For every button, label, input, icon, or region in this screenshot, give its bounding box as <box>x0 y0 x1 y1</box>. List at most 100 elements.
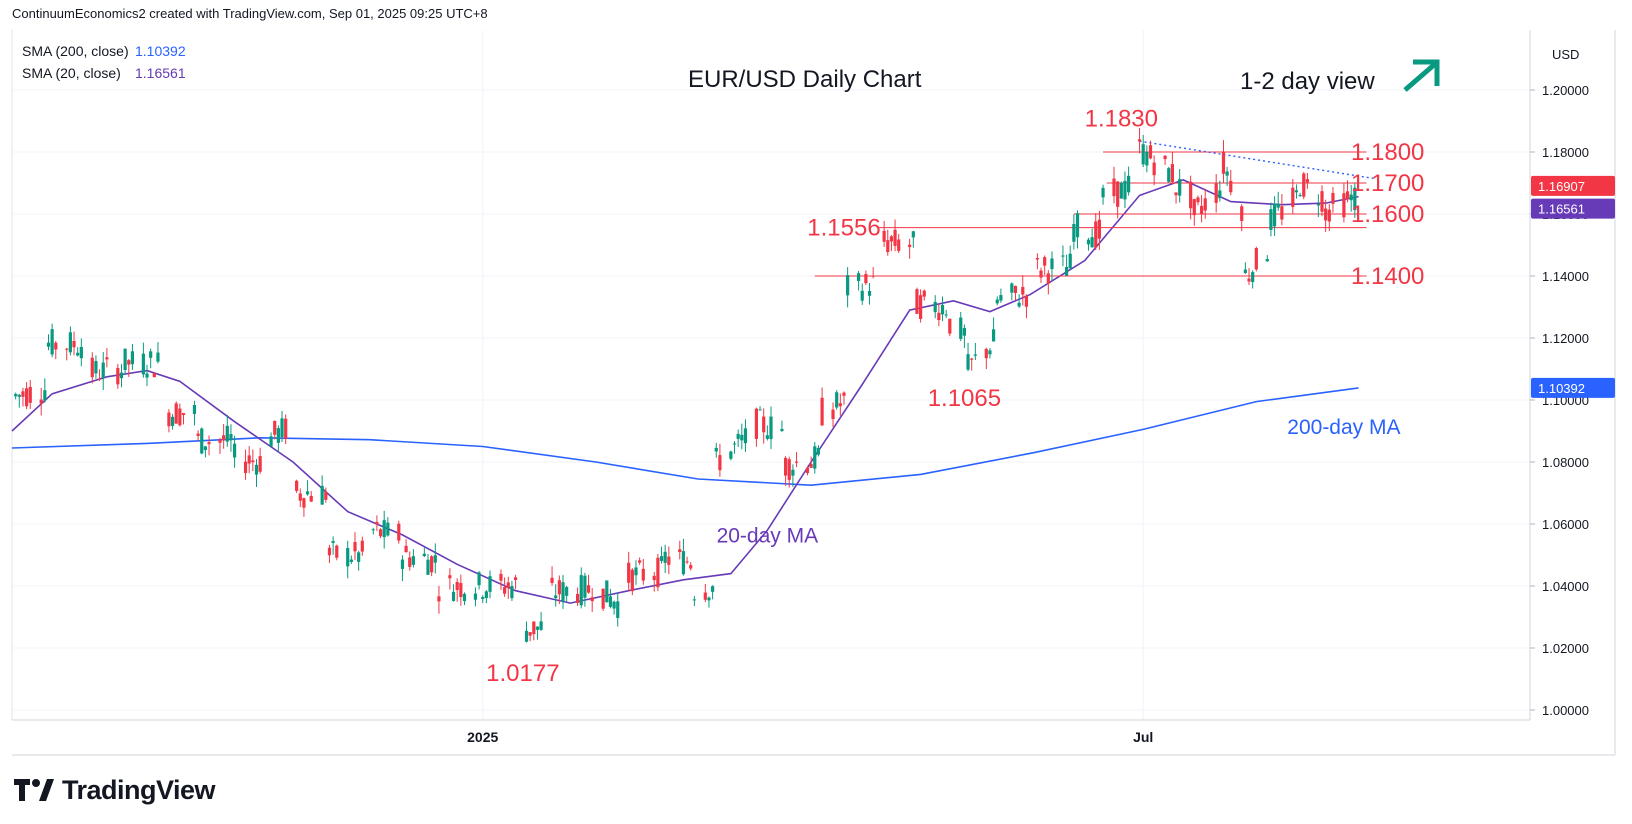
candle-body <box>1189 181 1193 209</box>
candle <box>557 575 561 605</box>
price-tick-label: 1.08000 <box>1542 455 1589 470</box>
currency-label[interactable]: USD <box>1552 47 1579 62</box>
candle <box>382 510 386 549</box>
candle-body <box>14 394 18 397</box>
candle <box>864 270 868 286</box>
tradingview-logo[interactable]: TradingView <box>14 774 216 806</box>
time-axis[interactable]: 2025 Jul <box>12 719 1615 756</box>
price-tick-label: 1.04000 <box>1542 579 1589 594</box>
candle <box>72 331 76 356</box>
candle <box>145 364 149 387</box>
candle-body <box>864 274 868 284</box>
support-resistance-levels <box>814 140 1374 277</box>
indicator-legend: SMA (200, close) 1.10392 SMA (20, close)… <box>22 43 186 81</box>
candle <box>656 553 660 592</box>
candle <box>437 585 441 614</box>
candle-body <box>1017 302 1021 307</box>
candle <box>203 446 207 458</box>
candle <box>1127 166 1131 196</box>
candle-body <box>43 390 47 401</box>
candle-body <box>656 557 660 588</box>
candle <box>944 309 948 319</box>
candle <box>787 456 791 488</box>
candle <box>386 517 390 537</box>
chart-canvas[interactable]: 1.1830 1.1556 1.1065 1.0177 1.1800 1.1700 1.16… <box>0 0 1632 770</box>
candle-body <box>510 586 514 599</box>
candle <box>229 424 233 452</box>
candle <box>692 595 696 607</box>
candle <box>583 572 587 607</box>
candle <box>579 567 583 609</box>
candle <box>783 456 788 486</box>
candle-body <box>1192 199 1196 216</box>
candle <box>1294 184 1299 199</box>
candle-body <box>1127 175 1131 193</box>
candle-body <box>791 469 795 476</box>
price-tick-label: 1.06000 <box>1542 517 1589 532</box>
candle <box>21 387 25 407</box>
candle <box>1240 204 1244 232</box>
candle-body <box>1039 270 1043 278</box>
candle <box>123 348 127 375</box>
candle <box>842 391 846 405</box>
candle <box>360 536 364 556</box>
candle-body <box>539 621 543 630</box>
price-label-0[interactable]: 1.16907 <box>1531 175 1615 196</box>
candle-body <box>302 498 306 508</box>
candle-body <box>397 523 401 541</box>
candle-body <box>156 352 160 362</box>
candle <box>528 632 532 642</box>
candle-body <box>973 354 977 356</box>
candle-body <box>1254 248 1258 270</box>
candle-body <box>612 601 616 609</box>
candle <box>455 578 459 602</box>
candle <box>893 219 897 252</box>
candle-body <box>218 439 222 443</box>
candle-body <box>422 553 426 557</box>
candle-body <box>1148 145 1153 159</box>
candle <box>1075 210 1080 249</box>
candle-body <box>1316 203 1320 206</box>
candle-body <box>200 428 204 454</box>
candle <box>273 420 277 440</box>
candle <box>1276 191 1280 211</box>
candle <box>1137 127 1142 154</box>
candle-body <box>579 575 583 606</box>
candle <box>736 429 740 448</box>
candle-body <box>1021 286 1025 295</box>
candle <box>860 283 864 305</box>
price-label-2[interactable]: 1.10392 <box>1531 377 1615 398</box>
price-axis[interactable]: 1.000001.020001.040001.060001.080001.100… <box>1529 30 1616 755</box>
candle <box>90 352 94 384</box>
candle-body <box>305 491 310 495</box>
candle-body <box>1064 266 1069 276</box>
candle-body <box>145 373 149 378</box>
candle-body <box>309 495 313 502</box>
candle <box>1043 255 1047 275</box>
candle <box>1119 181 1123 199</box>
candle <box>743 419 748 452</box>
candle-body <box>590 597 594 602</box>
candle <box>1291 179 1295 214</box>
candle <box>889 235 894 252</box>
candle <box>970 357 974 371</box>
candle-body <box>1302 173 1306 197</box>
candle <box>1163 154 1167 165</box>
candle-body <box>758 409 762 411</box>
series-sma-200-close- <box>11 387 1359 487</box>
candle-body <box>269 436 273 447</box>
candle-body <box>1342 193 1346 218</box>
candle-body <box>1010 283 1014 293</box>
candle-body <box>1141 144 1145 165</box>
candle <box>1349 184 1353 212</box>
price-label-1[interactable]: 1.16561 <box>1531 198 1615 219</box>
candle <box>678 540 682 560</box>
candle <box>68 326 72 356</box>
candle-body <box>229 434 233 441</box>
candle <box>302 497 306 517</box>
candle <box>375 515 379 532</box>
candle <box>835 390 839 410</box>
candle <box>871 267 875 279</box>
candle-body <box>1251 272 1255 283</box>
candle-body <box>1035 257 1039 260</box>
